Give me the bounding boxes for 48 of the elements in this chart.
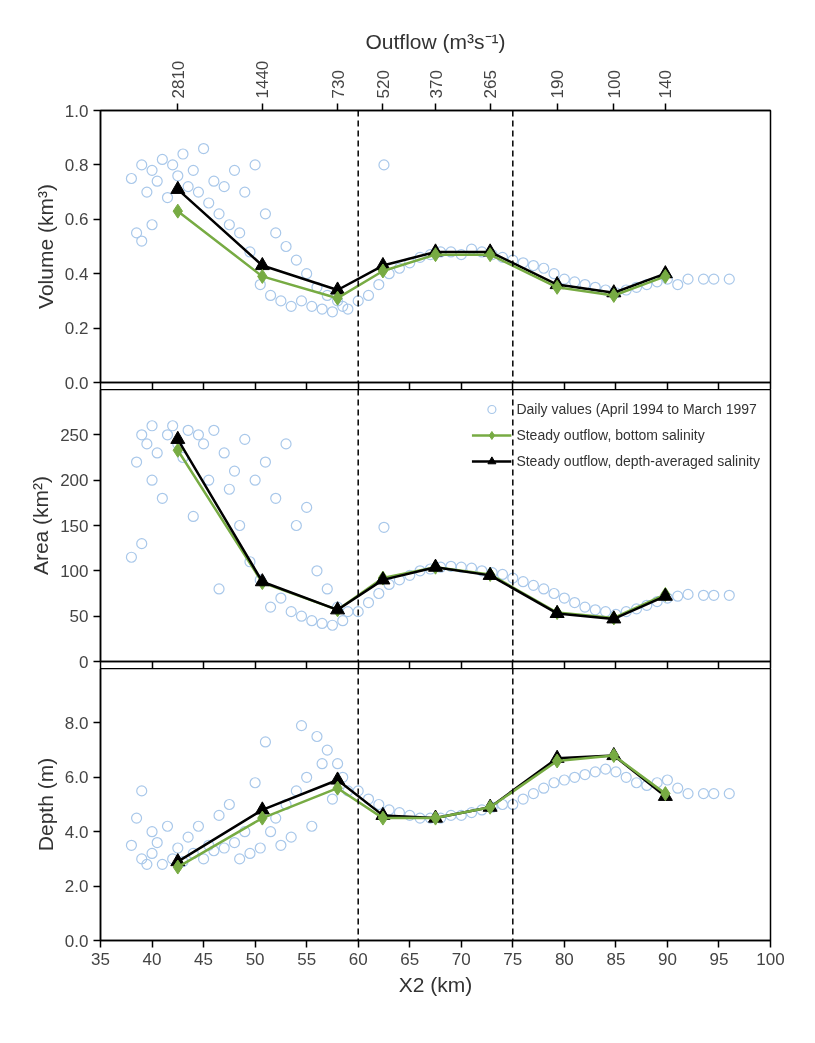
x-tick-label: 70 bbox=[451, 949, 471, 969]
y-tick-label: 0.8 bbox=[64, 155, 89, 175]
y-tick-label: 250 bbox=[60, 425, 89, 445]
y-tick-label: 0.0 bbox=[64, 931, 89, 951]
annotation: 140 bbox=[656, 70, 676, 99]
y-axis-title: Depth (m) bbox=[33, 757, 57, 852]
y-axis-title: Volume (km³) bbox=[33, 184, 57, 309]
y-tick-label: 1.0 bbox=[64, 101, 89, 121]
annotation: 2810 bbox=[168, 60, 188, 99]
legend-label: Steady outflow, bottom salinity bbox=[516, 427, 705, 443]
annotation: 1440 bbox=[253, 60, 273, 99]
annotation: 100 bbox=[604, 70, 624, 99]
annotation: 520 bbox=[373, 70, 393, 99]
y-tick-label: 2.0 bbox=[64, 877, 89, 897]
y-tick-label: 0.0 bbox=[64, 373, 89, 393]
annotation: 265 bbox=[481, 70, 501, 99]
y-tick-label: 4.0 bbox=[64, 822, 89, 842]
y-tick-label: 200 bbox=[60, 471, 89, 491]
legend-label: Steady outflow, depth-averaged salinity bbox=[516, 453, 760, 469]
y-tick-label: 50 bbox=[69, 607, 89, 627]
y-tick-label: 0.4 bbox=[64, 264, 89, 284]
x-tick-label: 45 bbox=[194, 949, 214, 969]
y-tick-label: 0 bbox=[79, 652, 89, 672]
x2-axis-title: Outflow (m³s⁻¹) bbox=[365, 29, 506, 53]
x-tick-label: 80 bbox=[554, 949, 574, 969]
y-axis-title: Area (km²) bbox=[29, 475, 53, 576]
y-tick-label: 8.0 bbox=[64, 713, 89, 733]
annotation: 730 bbox=[328, 70, 348, 99]
x-tick-label: 100 bbox=[756, 949, 785, 969]
annotation: 190 bbox=[548, 70, 568, 99]
y-tick-label: 150 bbox=[60, 516, 89, 536]
y-tick-label: 0.2 bbox=[64, 319, 89, 339]
x-tick-label: 65 bbox=[400, 949, 420, 969]
x-tick-label: 75 bbox=[503, 949, 523, 969]
x-tick-label: 55 bbox=[297, 949, 317, 969]
x-axis-title: X2 (km) bbox=[398, 972, 473, 996]
y-tick-label: 0.6 bbox=[64, 210, 89, 230]
x-tick-label: 40 bbox=[142, 949, 162, 969]
y-tick-label: 100 bbox=[60, 561, 89, 581]
y-tick-label: 6.0 bbox=[64, 768, 89, 788]
x-tick-label: 60 bbox=[348, 949, 368, 969]
legend-label: Daily values (April 1994 to March 1997 bbox=[516, 401, 757, 417]
x-tick-label: 50 bbox=[245, 949, 265, 969]
x-tick-label: 85 bbox=[606, 949, 626, 969]
annotation: 370 bbox=[426, 70, 446, 99]
x-tick-label: 90 bbox=[657, 949, 677, 969]
x-tick-label: 95 bbox=[709, 949, 729, 969]
x-tick-label: 35 bbox=[91, 949, 110, 969]
